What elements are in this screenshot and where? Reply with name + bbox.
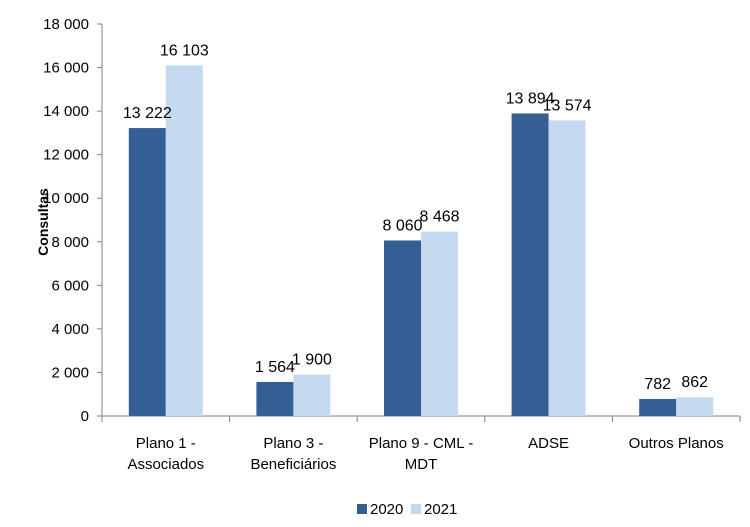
y-tick-label: 0 xyxy=(81,408,89,425)
bar-2020 xyxy=(128,128,166,416)
x-tick-label: Plano 1 - xyxy=(136,435,196,452)
data-label: 782 xyxy=(644,376,671,393)
data-label: 1 564 xyxy=(255,359,295,376)
bar-2020 xyxy=(639,398,677,416)
x-tick-label: ADSE xyxy=(528,435,569,452)
y-axis-label: Consultas xyxy=(35,188,51,256)
bar-2021 xyxy=(293,374,331,416)
legend-label: 2020 xyxy=(370,501,403,518)
y-axis: 0 2 000 4 000 6 000 8 000 10 000 12 000 14 000 1… xyxy=(43,16,103,425)
y-tick-label: 14 000 xyxy=(43,103,89,120)
x-tick-label: Plano 3 - xyxy=(263,435,323,452)
y-tick-label: 16 000 xyxy=(43,60,89,77)
x-tick-label: Outros Planos xyxy=(629,435,724,452)
bar-2021 xyxy=(548,120,586,417)
data-label: 8 468 xyxy=(419,209,459,226)
bar-2020 xyxy=(511,113,549,416)
legend-swatch-2020 xyxy=(357,504,367,514)
legend-label: 2021 xyxy=(424,501,457,518)
data-label: 8 060 xyxy=(382,217,422,234)
bar-2020 xyxy=(384,240,421,416)
x-tick-label: Plano 9 - CML - xyxy=(369,435,473,452)
bar-2021 xyxy=(676,397,714,416)
legend-swatch-2021 xyxy=(411,504,421,514)
bar-2021 xyxy=(421,231,458,416)
y-tick-label: 4 000 xyxy=(51,321,89,338)
x-tick-label: Beneficiários xyxy=(250,456,336,473)
y-tick-label: 2 000 xyxy=(51,364,89,381)
y-tick-label: 6 000 xyxy=(51,277,89,294)
bars xyxy=(128,65,714,417)
y-tick-label: 18 000 xyxy=(43,16,89,33)
data-label: 862 xyxy=(681,374,708,391)
data-label: 1 900 xyxy=(292,352,332,369)
x-tick-label: MDT xyxy=(405,456,438,473)
y-tick-label: 10 000 xyxy=(43,190,89,207)
bar-2020 xyxy=(256,381,294,416)
data-label: 13 574 xyxy=(543,97,592,114)
legend: 2020 2021 xyxy=(357,501,457,518)
x-axis: Plano 1 - Associados Plano 3 - Beneficiário… xyxy=(101,415,741,473)
y-tick-label: 12 000 xyxy=(43,147,89,164)
data-label: 13 222 xyxy=(123,105,172,122)
bar-2021 xyxy=(165,65,203,417)
y-tick-label: 8 000 xyxy=(51,234,89,251)
data-label: 16 103 xyxy=(160,42,209,59)
x-tick-label: Associados xyxy=(127,456,204,473)
data-label: 13 894 xyxy=(506,90,555,107)
data-labels: 13 222 1 564 8 060 13 894 782 16 103 1 900 8 46… xyxy=(123,42,708,393)
